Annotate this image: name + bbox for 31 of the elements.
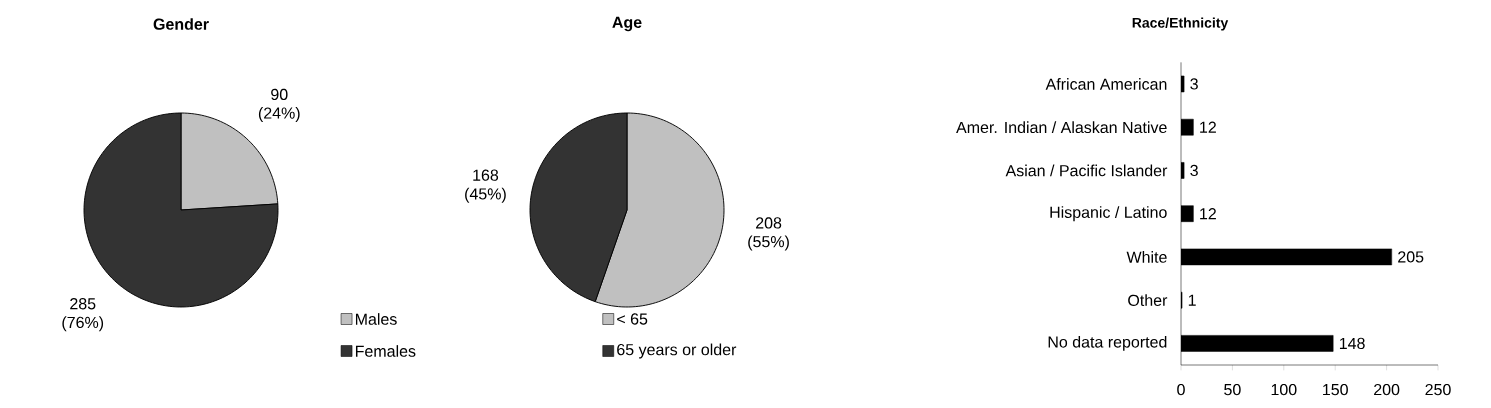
data-label: 148 [1339, 337, 1365, 350]
data-label: 12 [1200, 208, 1216, 220]
legend-label: Females [355, 345, 416, 357]
data-label: 168 (45%) [465, 169, 506, 203]
data-label: 90 (24%) [258, 88, 300, 122]
y-tick-label: White [1126, 251, 1167, 263]
chart-title: Age [612, 16, 642, 32]
data-label: 1 [1188, 294, 1196, 306]
x-tick-label: 0 [1177, 383, 1185, 396]
x-tick-label: 50 [1224, 383, 1241, 396]
y-tick-label: No data reported [1048, 335, 1167, 351]
y-tick-label: Hispanic / Latino [1050, 206, 1167, 222]
y-tick-label: Amer. Indian / Alaskan Native [956, 121, 1167, 134]
legend-label: Males [355, 313, 397, 325]
data-label: 3 [1190, 78, 1198, 90]
x-tick-label: 200 [1374, 383, 1400, 396]
chart-title: Gender [153, 18, 209, 30]
data-label: 285 (76%) [62, 298, 104, 332]
legend-label: 65 years or older [617, 343, 737, 359]
legend-label: < 65 [617, 313, 648, 325]
x-tick-label: 150 [1323, 383, 1348, 396]
data-label: 205 [1398, 251, 1424, 263]
data-label: 208 (55%) [748, 217, 789, 251]
y-tick-label: Other [1128, 294, 1168, 307]
y-tick-label: African American [1045, 78, 1167, 90]
data-label: 3 [1190, 164, 1198, 177]
data-label: 12 [1200, 121, 1216, 133]
x-tick-label: 250 [1425, 383, 1451, 396]
y-tick-label: Asian / Pacific Islander [1005, 164, 1168, 177]
x-tick-label: 100 [1271, 383, 1297, 396]
chart-title: Race/Ethnicity [1132, 17, 1229, 31]
